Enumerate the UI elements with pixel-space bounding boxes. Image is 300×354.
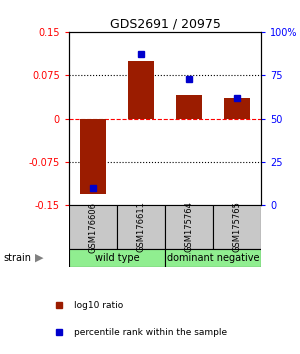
Bar	[117, 205, 165, 249]
Bar	[165, 249, 261, 267]
Bar	[165, 205, 213, 249]
Bar	[224, 98, 250, 119]
Text: wild type: wild type	[95, 253, 139, 263]
Text: GSM175765: GSM175765	[232, 201, 242, 252]
Text: percentile rank within the sample: percentile rank within the sample	[74, 328, 227, 337]
Title: GDS2691 / 20975: GDS2691 / 20975	[110, 18, 220, 31]
Text: strain: strain	[3, 253, 31, 263]
Bar	[69, 249, 165, 267]
Bar	[80, 119, 106, 194]
Bar	[176, 96, 202, 119]
Text: ▶: ▶	[35, 253, 43, 263]
Text: dominant negative: dominant negative	[167, 253, 259, 263]
Bar	[69, 205, 117, 249]
Text: GSM176611: GSM176611	[136, 201, 146, 252]
Text: log10 ratio: log10 ratio	[74, 301, 124, 310]
Text: GSM176606: GSM176606	[88, 201, 98, 252]
Bar	[128, 61, 154, 119]
Text: GSM175764: GSM175764	[184, 201, 194, 252]
Bar	[213, 205, 261, 249]
